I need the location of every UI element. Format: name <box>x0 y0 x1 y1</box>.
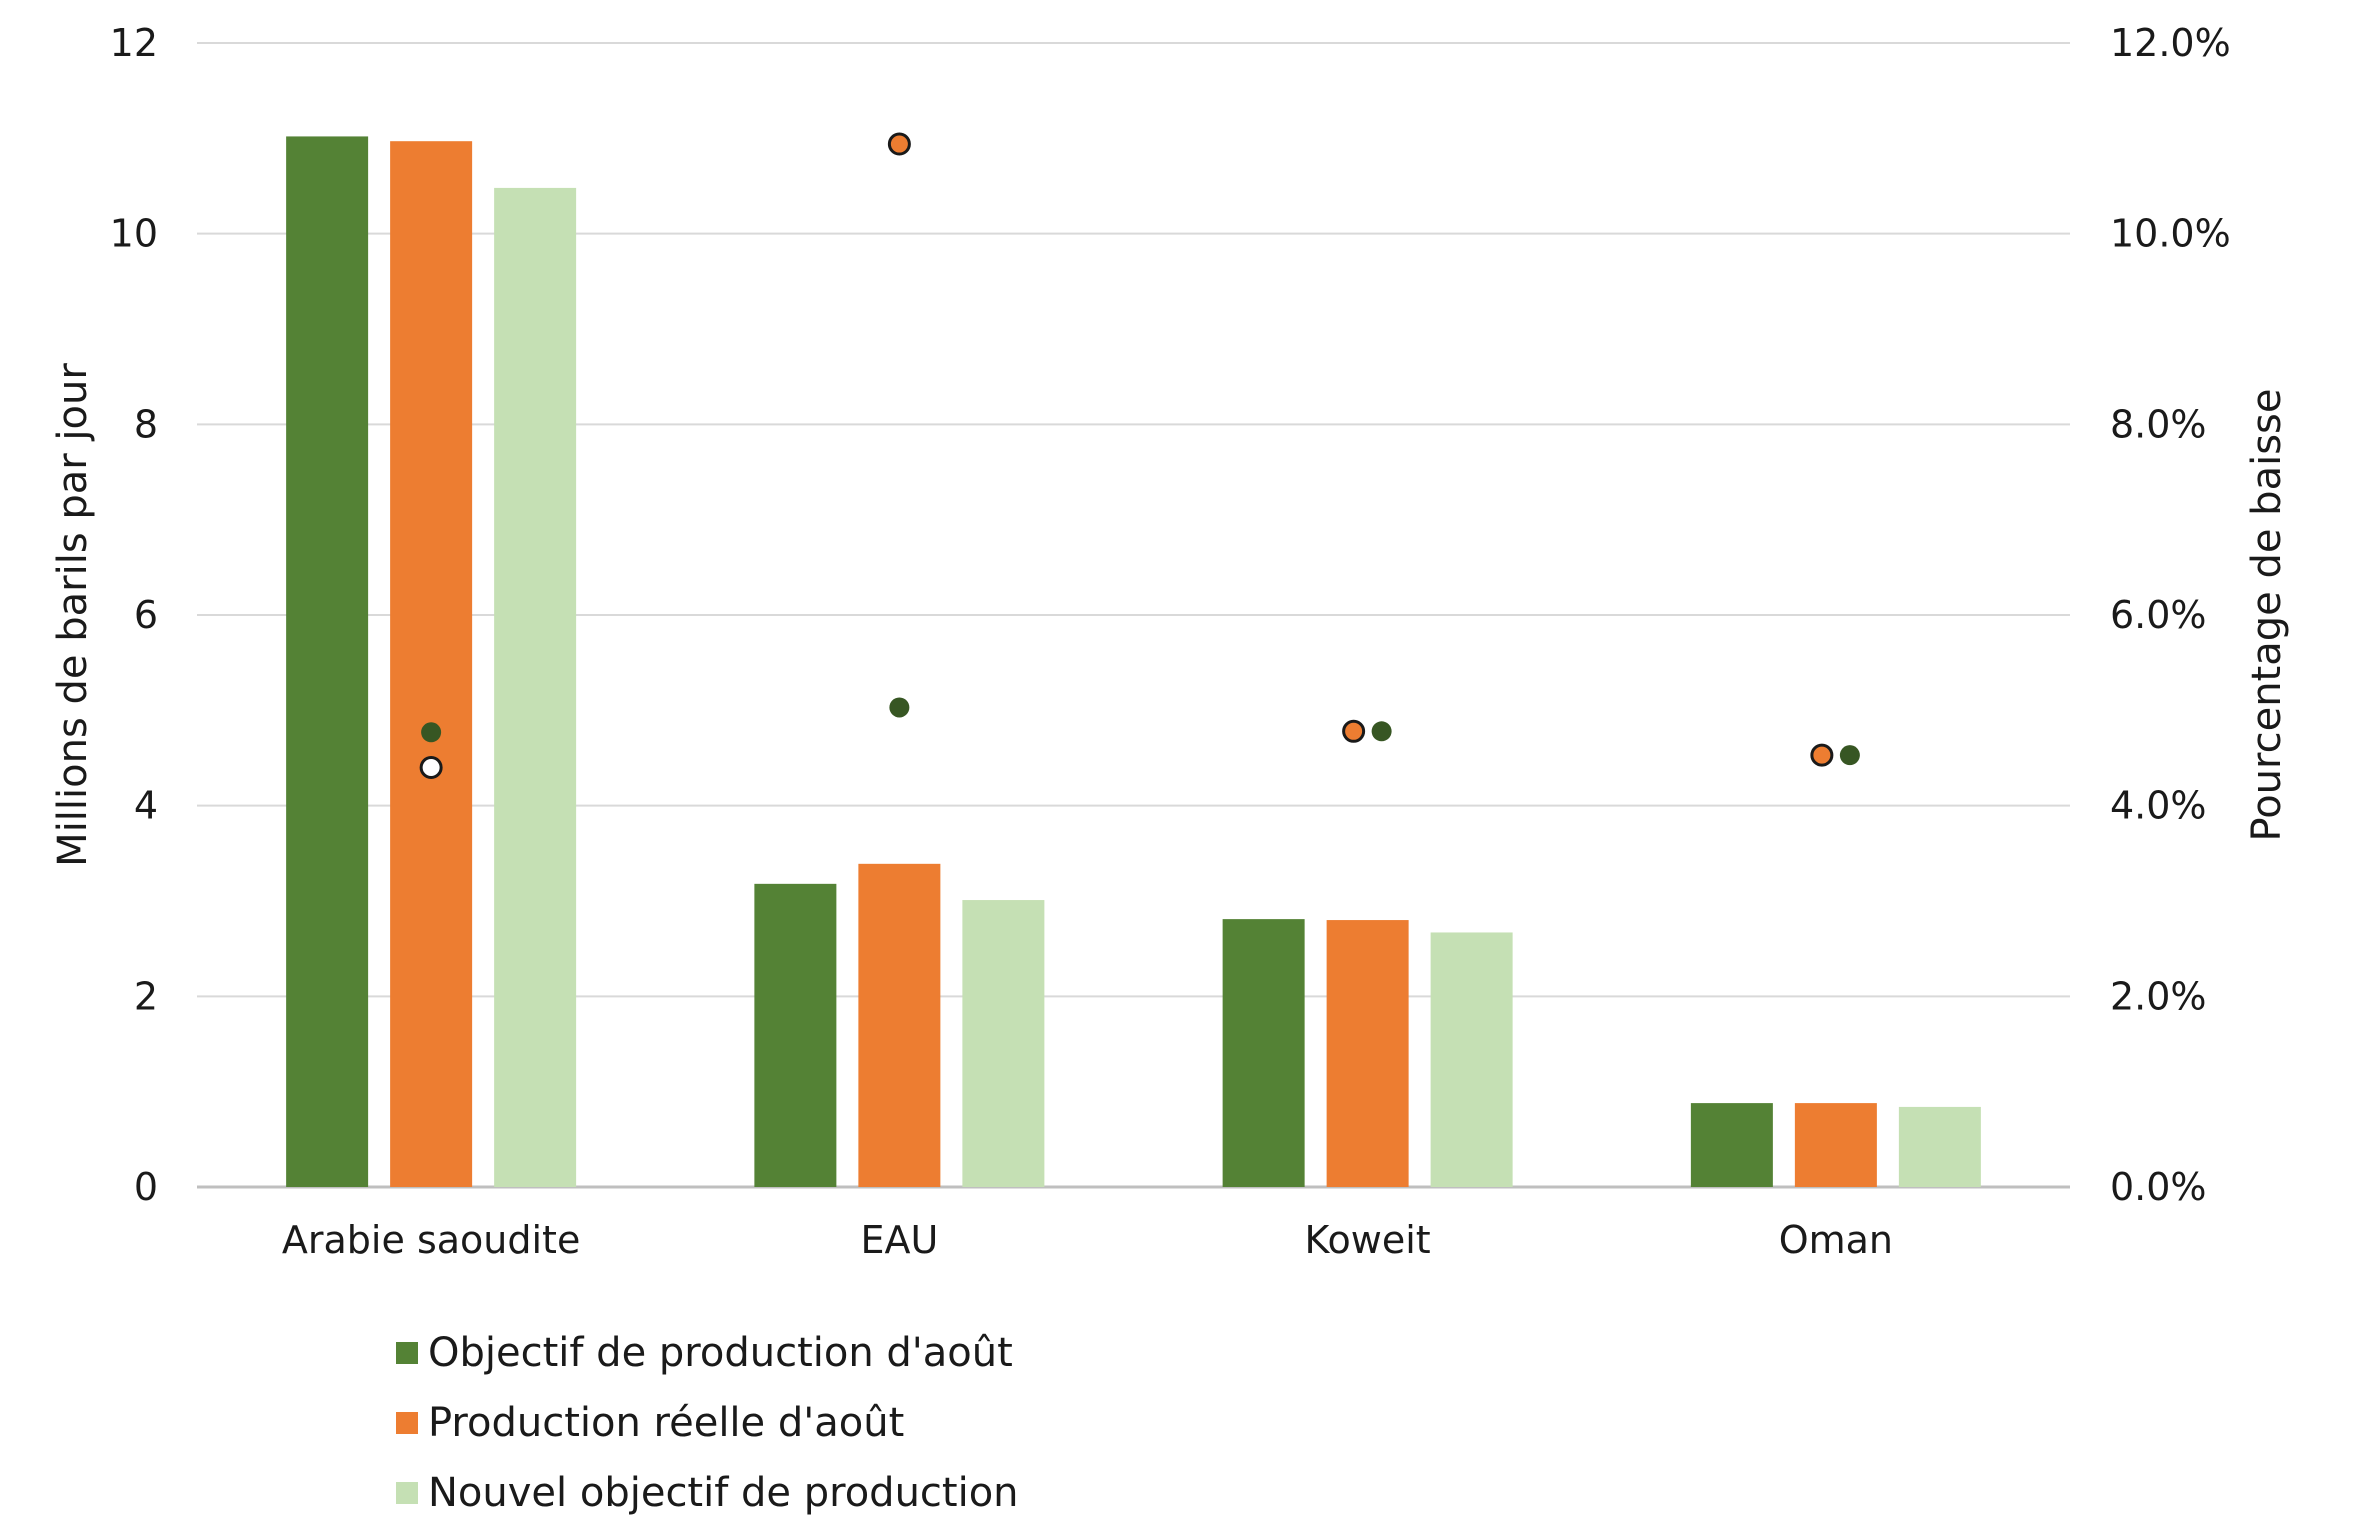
point-actual-drop <box>887 132 911 156</box>
legend-item: Production réelle d'août <box>396 1388 1019 1458</box>
point-target-drop <box>1371 721 1392 742</box>
y-axis-title: Millions de barils par jour <box>50 363 96 867</box>
y2-axis-ticks: 0.0% 2.0% 4.0% 6.0% 8.0% 10.0% 12.0% <box>2110 21 2231 1209</box>
percentage-points <box>419 132 1860 780</box>
point-actual-drop <box>419 756 443 780</box>
bar <box>1690 1103 1773 1187</box>
x-tick-label: Koweit <box>1305 1218 1431 1262</box>
bars <box>286 136 1981 1188</box>
y2-tick-label: 12.0% <box>2110 21 2231 65</box>
y-tick-label: 12 <box>110 21 158 65</box>
legend-swatch <box>396 1342 418 1364</box>
y2-tick-label: 6.0% <box>2110 593 2207 637</box>
y2-axis-title: Pourcentage de baisse <box>2244 389 2290 842</box>
bar <box>1794 1103 1877 1187</box>
legend-swatch <box>396 1482 418 1504</box>
point-target-drop <box>1839 745 1860 766</box>
y-tick-label: 4 <box>134 784 158 828</box>
legend-label: Nouvel objectif de production <box>428 1470 1019 1516</box>
x-axis-ticks: Arabie saoudite EAU Koweit Oman <box>282 1218 1893 1262</box>
bar <box>494 187 577 1187</box>
bar <box>754 883 837 1187</box>
gridlines <box>197 42 2070 1189</box>
y-tick-label: 6 <box>134 593 158 637</box>
legend-item: Objectif de production d'août <box>396 1318 1019 1388</box>
bar <box>1898 1106 1981 1187</box>
x-tick-label: Arabie saoudite <box>282 1218 580 1262</box>
bar <box>962 900 1045 1187</box>
y2-tick-label: 2.0% <box>2110 974 2207 1018</box>
legend-label: Objectif de production d'août <box>428 1330 1013 1376</box>
y2-tick-label: 0.0% <box>2110 1165 2207 1209</box>
legend-item: Nouvel objectif de production <box>396 1458 1019 1528</box>
point-actual-drop <box>1342 719 1366 743</box>
y2-tick-label: 4.0% <box>2110 784 2207 828</box>
point-actual-drop <box>1810 743 1834 767</box>
point-target-drop <box>889 697 910 718</box>
bar <box>858 863 941 1187</box>
y2-tick-label: 10.0% <box>2110 212 2231 256</box>
bar-chart: 0 2 4 6 8 10 12 0.0% 2.0% 4.0% 6.0% 8.0% 10.0% 12.0%… <box>50 21 2290 1262</box>
y2-tick-label: 8.0% <box>2110 402 2207 446</box>
y-tick-label: 8 <box>134 402 158 446</box>
legend: Objectif de production d'août Production… <box>396 1318 1019 1528</box>
x-tick-label: EAU <box>860 1218 938 1262</box>
legend-label: Production réelle d'août <box>428 1400 905 1446</box>
y-tick-label: 2 <box>134 974 158 1018</box>
y-tick-label: 0 <box>134 1165 158 1209</box>
bar <box>1326 920 1409 1187</box>
bar <box>390 141 473 1187</box>
point-target-drop <box>421 722 442 743</box>
legend-swatch <box>396 1412 418 1434</box>
x-tick-label: Oman <box>1779 1218 1893 1262</box>
y-axis-ticks: 0 2 4 6 8 10 12 <box>110 21 158 1209</box>
bar <box>1222 919 1305 1187</box>
y-tick-label: 10 <box>110 212 158 256</box>
bar <box>286 136 369 1188</box>
bar <box>1430 932 1513 1187</box>
